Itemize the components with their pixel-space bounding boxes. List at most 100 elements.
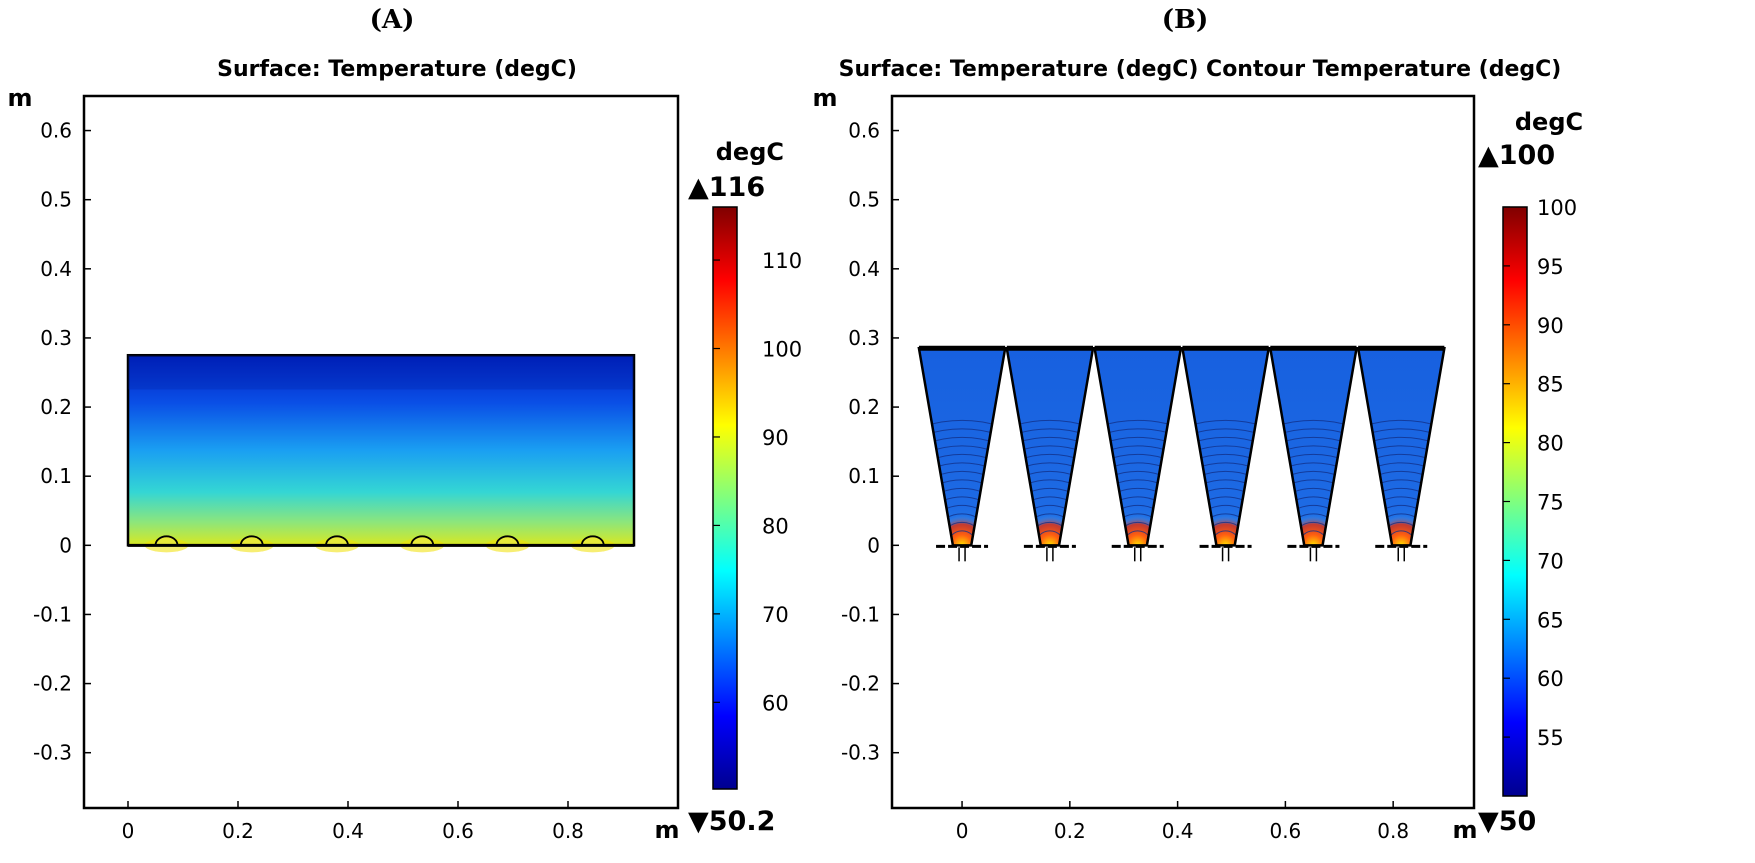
contour-line [1182, 428, 1269, 546]
panel-b-colorbar-unit: degC [1515, 108, 1583, 136]
y-tick-label: 0.2 [40, 395, 72, 419]
contour-line [1386, 530, 1417, 546]
contour-line [1182, 436, 1269, 546]
panel-b-colorbar-max: ▲100 [1478, 140, 1555, 171]
colorbar-tick-label: 85 [1537, 373, 1564, 397]
contour-line [1097, 504, 1179, 546]
y-tick-label: 0.5 [40, 188, 72, 212]
panel-a-colorbar-unit: degC [716, 138, 784, 166]
contour-line [1289, 521, 1337, 546]
panel-b-colorbar-ticks: 100 95 90 85 80 75 70 65 60 55 [1503, 196, 1577, 750]
contour-line [1358, 470, 1445, 546]
y-tick-label: -0.2 [841, 672, 880, 696]
panel-a-y-unit: m [7, 84, 32, 112]
y-tick-label: 0.6 [40, 119, 72, 143]
y-tick-label: 0.1 [40, 464, 72, 488]
panel-b-y-unit: m [812, 84, 837, 112]
contour-line [1270, 470, 1357, 546]
contour-line [1193, 513, 1258, 546]
contour-line [1185, 504, 1267, 546]
contour-line [1358, 487, 1445, 546]
contour-line [918, 462, 1006, 546]
contour-line [1006, 419, 1094, 546]
contour-line [918, 487, 1006, 546]
contour-line [1358, 436, 1445, 546]
contour-line [1281, 513, 1346, 546]
x-tick-label: 0.4 [332, 819, 364, 843]
contour-line [1369, 513, 1434, 546]
contour-line [1182, 419, 1269, 546]
heat-source [410, 535, 435, 546]
y-tick-label: -0.3 [841, 741, 880, 765]
temperature-trapezoid [1006, 348, 1094, 546]
heat-source [580, 535, 605, 546]
contour-line [1272, 504, 1354, 546]
x-tick-label: 0 [122, 819, 135, 843]
colorbar-tick-label: 110 [762, 249, 802, 273]
panel-b-x-unit: m [1452, 816, 1477, 844]
panel-a-y-axis: 0.6 0.5 0.4 0.3 0.2 0.1 0 -0.1 -0.2 -0.3 [33, 119, 91, 765]
y-tick-label: 0 [867, 533, 880, 557]
contour-line [1360, 504, 1442, 546]
y-tick-label: -0.2 [33, 672, 72, 696]
panel-a-label: (A) [370, 5, 415, 35]
colorbar-tick-label: 100 [1537, 196, 1577, 220]
contour-line [1094, 496, 1181, 546]
contour-line [1122, 530, 1153, 546]
contour-line [1358, 445, 1445, 546]
contour-line [1006, 453, 1094, 546]
panel-a-x-axis: 0 0.2 0.4 0.6 0.8 [122, 801, 584, 843]
temperature-trapezoid [918, 348, 1006, 546]
contour-line [1358, 462, 1445, 546]
panel-a-colorbar [712, 206, 738, 790]
panel-a-domain-layer [126, 353, 636, 553]
contour-line [1202, 521, 1250, 546]
panel-a-x-unit: m [654, 816, 679, 844]
y-tick-label: 0.2 [848, 395, 880, 419]
x-tick-label: 0.2 [222, 819, 254, 843]
y-tick-label: 0.1 [848, 464, 880, 488]
contour-line [1006, 445, 1094, 546]
contour-line [1094, 479, 1181, 546]
panel-a: (A) Surface: Temperature (degC) m m 0.60… [7, 5, 802, 844]
colorbar-tick-label: 70 [762, 603, 789, 627]
contour-line [1094, 419, 1181, 546]
colorbar-tick-label: 80 [1537, 432, 1564, 456]
contour-line [1270, 436, 1357, 546]
contour-line [918, 428, 1006, 546]
colorbar-tick-label: 60 [762, 691, 789, 715]
contour-line [1006, 470, 1094, 546]
panel-b-colorbar-min: ▼50 [1478, 806, 1536, 837]
y-tick-label: 0 [59, 533, 72, 557]
contour-line [918, 496, 1006, 546]
contour-line [1094, 436, 1181, 546]
y-tick-label: 0.6 [848, 119, 880, 143]
contour-line [1270, 487, 1357, 546]
contour-line [1105, 513, 1170, 546]
contour-line [1017, 513, 1082, 546]
panel-b-x-axis: 0 0.2 0.4 0.6 0.8 [956, 801, 1409, 843]
contour-line [1006, 462, 1094, 546]
contour-line [1006, 487, 1094, 546]
contour-line [1114, 521, 1162, 546]
contour-line [1270, 445, 1357, 546]
contour-line [1094, 428, 1181, 546]
contour-line [1034, 530, 1065, 546]
contour-line [921, 504, 1003, 546]
panel-a-colorbar-min: ▼50.2 [688, 806, 775, 837]
colorbar-tick-label: 65 [1537, 608, 1564, 632]
contour-line [918, 470, 1006, 546]
contour-line [1006, 428, 1094, 546]
x-tick-label: 0.2 [1054, 819, 1086, 843]
heat-source [325, 535, 349, 546]
colorbar-tick-label: 90 [1537, 314, 1564, 338]
contour-line [1358, 419, 1445, 546]
x-tick-label: 0.8 [1377, 819, 1409, 843]
x-tick-label: 0.6 [442, 819, 474, 843]
panel-a-axes-frame [82, 94, 680, 810]
panel-b-title: Surface: Temperature (degC) Contour Temp… [839, 57, 1562, 82]
contour-line [1358, 496, 1445, 546]
panel-b: (B) Surface: Temperature (degC) Contour … [812, 5, 1583, 844]
contour-line [1009, 504, 1091, 546]
heat-source [495, 535, 520, 546]
